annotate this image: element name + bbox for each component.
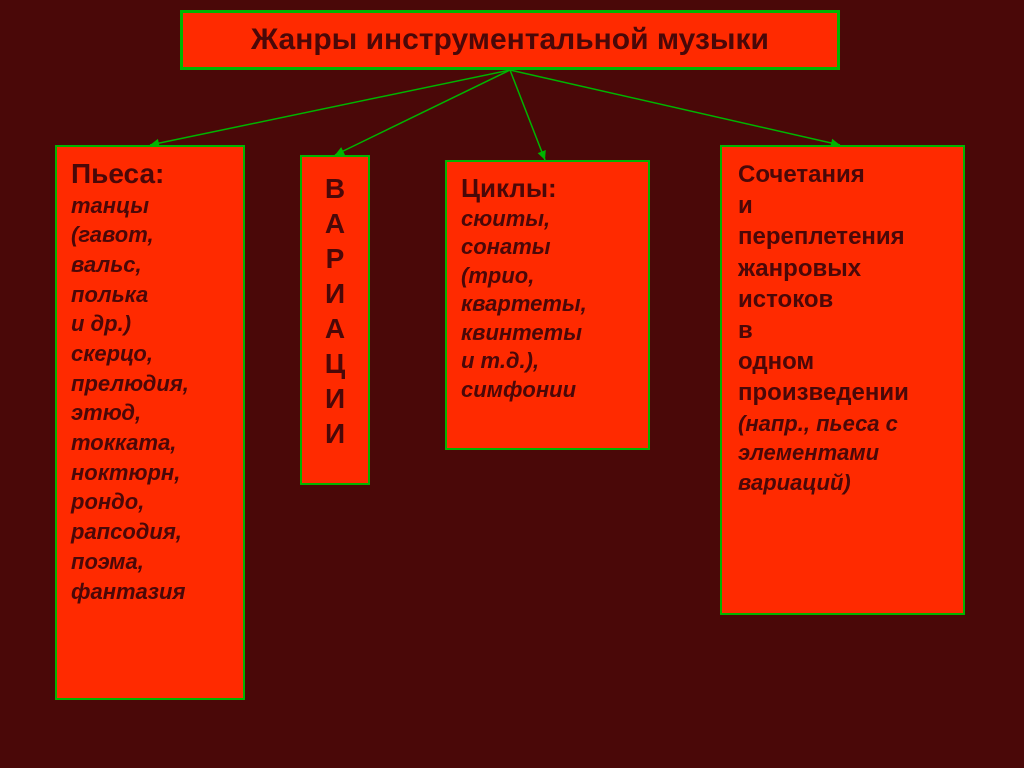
text-segment: токката, — [71, 428, 229, 458]
text-segment: одном — [738, 346, 947, 377]
text-segment: Ц — [302, 346, 368, 381]
text-segment: Р — [302, 241, 368, 276]
text-segment: В — [302, 171, 368, 206]
text-segment: вариаций) — [738, 468, 947, 498]
text-segment: истоков — [738, 284, 947, 315]
text-segment: (гавот, — [71, 220, 229, 250]
text-segment: и — [738, 190, 947, 221]
text-segment: и т.д.), — [461, 347, 634, 376]
diagram-title-text: Жанры инструментальной музыки — [251, 23, 769, 57]
text-segment: И — [302, 276, 368, 311]
text-segment: Сочетания — [738, 159, 947, 190]
text-segment: симфонии — [461, 376, 634, 405]
text-segment: переплетения — [738, 221, 947, 252]
text-segment: сонаты — [461, 233, 634, 262]
text-segment: А — [302, 206, 368, 241]
text-segment: Циклы: — [461, 172, 634, 205]
text-segment: ноктюрн, — [71, 458, 229, 488]
text-segment: прелюдия, — [71, 369, 229, 399]
text-segment: фантазия — [71, 577, 229, 607]
text-segment: сюиты, — [461, 205, 634, 234]
genre-box-combinations: Сочетанияипереплетенияжанровыхистоковвод… — [720, 145, 965, 615]
text-segment: элементами — [738, 438, 947, 468]
text-segment: квартеты, — [461, 290, 634, 319]
genre-box-piece: Пьеса:танцы(гавот,вальс,полькаи др.)скер… — [55, 145, 245, 700]
genre-box-variations: ВАРИАЦИИ — [300, 155, 370, 485]
text-segment: танцы — [71, 191, 229, 221]
text-segment: квинтеты — [461, 319, 634, 348]
text-segment: И — [302, 416, 368, 451]
diagram-canvas: Жанры инструментальной музыки Пьеса:танц… — [0, 0, 1024, 768]
text-segment: произведении — [738, 377, 947, 408]
genre-box-cycles: Циклы:сюиты,сонаты(трио,квартеты,квинтет… — [445, 160, 650, 450]
text-segment: жанровых — [738, 253, 947, 284]
text-segment: в — [738, 315, 947, 346]
text-segment: А — [302, 311, 368, 346]
text-segment: рапсодия, — [71, 517, 229, 547]
text-segment: скерцо, — [71, 339, 229, 369]
text-segment: и др.) — [71, 309, 229, 339]
text-segment: поэма, — [71, 547, 229, 577]
text-segment: Пьеса: — [71, 157, 229, 191]
text-segment: вальс, — [71, 250, 229, 280]
diagram-title-box: Жанры инструментальной музыки — [180, 10, 840, 70]
text-segment: (напр., пьеса с — [738, 409, 947, 439]
text-segment: рондо, — [71, 487, 229, 517]
text-segment: И — [302, 381, 368, 416]
text-segment: полька — [71, 280, 229, 310]
text-segment: (трио, — [461, 262, 634, 291]
text-segment: этюд, — [71, 398, 229, 428]
